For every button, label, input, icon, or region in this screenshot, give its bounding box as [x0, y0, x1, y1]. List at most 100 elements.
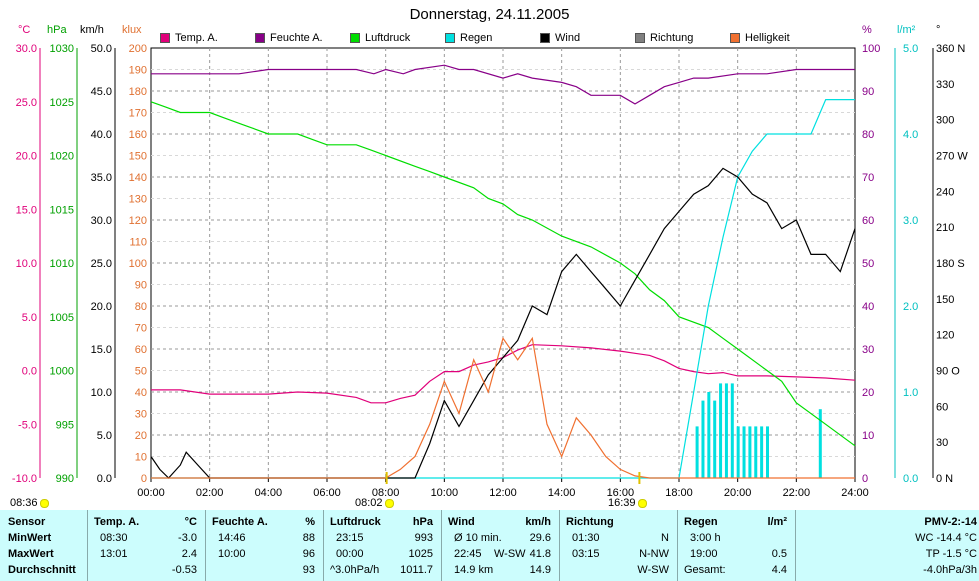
rain-unit: l/m² [897, 24, 916, 36]
table-header: Richtung [566, 516, 614, 528]
wind-tick-label: 50.0 [91, 43, 112, 55]
light-tick-label: 170 [129, 108, 147, 120]
cell-value: W-SW [637, 564, 669, 576]
time-tick-label: 20:00 [724, 487, 752, 499]
rain-bar [695, 426, 699, 478]
pressure-tick-label: 990 [56, 473, 74, 485]
time-tick-label: 02:00 [196, 487, 224, 499]
time-tick-label: 10:00 [431, 487, 459, 499]
sun-icon [39, 498, 49, 508]
time-tick-label: 08:00 [372, 487, 400, 499]
time-tick-label: 16:00 [607, 487, 635, 499]
rain-tick-label: 5.0 [903, 43, 918, 55]
cell-time: 03:15 [572, 548, 600, 560]
sunset-marker: 16:39 [608, 497, 647, 509]
direction-tick-label: 300 [936, 115, 954, 127]
legend-item-humidity: Feuchte A. [255, 31, 323, 45]
rain-bar [754, 426, 758, 478]
time-tick-label: 06:00 [313, 487, 341, 499]
series-line-helligkeit [151, 336, 855, 479]
humidity-unit: % [862, 24, 872, 36]
legend-item-rain: Regen [445, 31, 492, 45]
light-tick-label: 80 [135, 301, 147, 313]
wind-tick-label: 40.0 [91, 129, 112, 141]
cell-time: 23:15 [336, 532, 364, 544]
cell-value: 96 [302, 548, 315, 560]
light-tick-label: 60 [135, 344, 147, 356]
light-tick-label: 30 [135, 409, 147, 421]
row-label: MaxWert [8, 548, 54, 560]
humidity-tick-label: 80 [862, 129, 874, 141]
time-tick-label: 14:00 [548, 487, 576, 499]
table-unit: hPa [412, 516, 433, 528]
wind-tick-label: 45.0 [91, 86, 112, 98]
rain-bar [713, 400, 717, 478]
cell-value: 41.8 [529, 548, 551, 560]
table-col-direction: Richtung 01:30 N 03:15 N-NW W-SW [560, 510, 678, 581]
cell-value: -3.0 [178, 532, 197, 544]
cell-value: 88 [302, 532, 315, 544]
temp-tick-label: 15.0 [16, 204, 37, 216]
temp-tick-label: -10.0 [12, 473, 37, 485]
humidity-tick-label: 50 [862, 258, 874, 270]
temp-unit: °C [18, 24, 31, 36]
rain-bar [707, 392, 711, 478]
cell-value: N [661, 532, 669, 544]
direction-tick-label: 270 W [936, 151, 968, 163]
table-unit: km/h [525, 516, 551, 528]
wind-tick-label: 35.0 [91, 172, 112, 184]
humidity-tick-label: 10 [862, 430, 874, 442]
light-tick-label: 50 [135, 366, 147, 378]
temp-tick-label: 30.0 [16, 43, 37, 55]
light-tick-label: 40 [135, 387, 147, 399]
wind-tick-label: 15.0 [91, 344, 112, 356]
rain-bar [701, 400, 705, 478]
cell-value: -4.0hPa/3h [923, 564, 977, 576]
wind-tick-label: 20.0 [91, 301, 112, 313]
wind-tick-label: 30.0 [91, 215, 112, 227]
time-tick-label: 22:00 [783, 487, 811, 499]
humidity-tick-label: 40 [862, 301, 874, 313]
table-col-pressure: Luftdruck hPa 23:15 993 00:00 1025 ^3.0h… [324, 510, 442, 581]
table-unit: % [305, 516, 315, 528]
cell-time: 01:30 [572, 532, 600, 544]
sunset-time: 16:39 [608, 497, 636, 509]
cell-time: 10:00 [218, 548, 246, 560]
pressure-tick-label: 1005 [50, 312, 74, 324]
table-col-rain: Regen l/m² 3:00 h 19:00 0.5 Gesamt: 4.4 [678, 510, 796, 581]
legend-item-temp: Temp. A. [160, 31, 218, 45]
rain-bar [742, 426, 746, 478]
sun-icon [384, 498, 394, 508]
table-col-temp: Temp. A. °C 08:30 -3.0 13:01 2.4 -0.53 [88, 510, 206, 581]
cell-time: 00:00 [336, 548, 364, 560]
rain-tick-label: 2.0 [903, 301, 918, 313]
table-col-sensor: Sensor MinWert MaxWert Durchschnitt [0, 510, 88, 581]
cell-value: 1025 [408, 548, 433, 560]
pressure-tick-label: 1030 [50, 43, 74, 55]
direction-tick-label: 0 N [936, 473, 953, 485]
table-header: Regen [684, 516, 718, 528]
cell-label: 14.9 km [454, 564, 494, 576]
cell-value: 2.4 [181, 548, 197, 560]
humidity-tick-label: 30 [862, 344, 874, 356]
legend-label: Luftdruck [365, 32, 411, 44]
weather-chart: 2001901801701601501401301201101009080706… [12, 43, 968, 499]
legend-label: Richtung [650, 32, 694, 44]
wind-tick-label: 0.0 [97, 473, 112, 485]
light-tick-label: 160 [129, 129, 147, 141]
time-tick-label: 00:00 [137, 487, 165, 499]
light-tick-label: 110 [129, 237, 147, 249]
cell-value: 29.6 [529, 532, 551, 544]
time-tick-label: 04:00 [255, 487, 283, 499]
legend-label: Regen [460, 32, 493, 44]
cell-label: Ø 10 min. [454, 532, 502, 544]
temp-tick-label: 5.0 [22, 312, 37, 324]
cell-label: 3:00 h [690, 532, 721, 544]
direction-tick-label: 210 [936, 222, 954, 234]
cell-time: 14:46 [218, 532, 246, 544]
humidity-tick-label: 70 [862, 172, 874, 184]
cell-value: -0.53 [171, 564, 197, 576]
sunrise-marker: 08:36 [10, 497, 49, 509]
row-label: MinWert [8, 532, 52, 544]
light-tick-label: 100 [129, 258, 147, 270]
